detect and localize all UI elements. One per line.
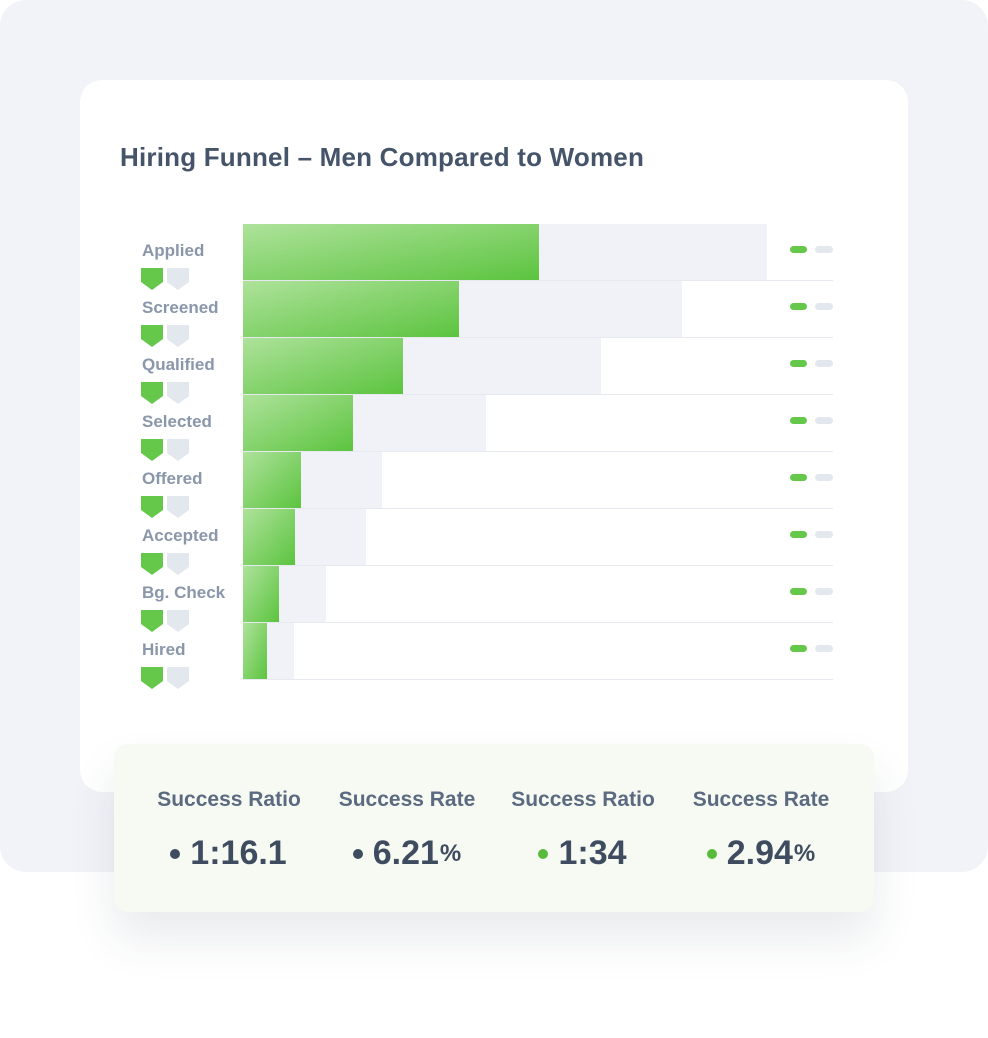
shield-icon-grey — [167, 553, 189, 575]
dot-icon — [706, 848, 717, 859]
pill-icon-green — [790, 645, 807, 652]
pill-icon-grey — [815, 303, 833, 310]
shield-icon-green — [141, 667, 163, 689]
stat-label: Success Rate — [338, 788, 476, 811]
stat-value: 2.94 % — [686, 834, 836, 873]
chart-card — [80, 80, 908, 792]
bar-men — [243, 623, 267, 679]
stat-value: 1:16.1 — [154, 834, 304, 873]
stat-women-success-ratio: Success Ratio 1:34 — [508, 788, 658, 873]
pill-icon-green — [790, 246, 807, 253]
category-label: Bg. Check — [142, 583, 226, 602]
shield-icon-green — [141, 382, 163, 404]
stat-number: 1:16.1 — [190, 834, 287, 872]
bar-men — [243, 509, 295, 565]
pill-icon-green — [790, 303, 807, 310]
category-label: Selected — [142, 412, 212, 431]
shield-icon-green — [141, 325, 163, 347]
shield-icon-green — [141, 268, 163, 290]
category-label: Accepted — [142, 526, 219, 545]
shield-icon-green — [141, 553, 163, 575]
stat-number: 2.94 — [726, 834, 793, 872]
shield-icon-green — [141, 610, 163, 632]
category-label: Qualified — [142, 355, 215, 374]
stats-panel: Success Ratio 1:16.1 Success Rate 6.21 %… — [114, 744, 874, 912]
stat-number: 1:34 — [558, 834, 627, 872]
category-label: Applied — [142, 241, 204, 260]
pill-icon-grey — [815, 246, 833, 253]
shield-icon-green — [141, 439, 163, 461]
stat-women-success-rate: Success Rate 2.94 % — [686, 788, 836, 873]
shield-icon-green — [141, 496, 163, 518]
stat-unit: % — [439, 839, 462, 867]
bar-men — [243, 452, 301, 508]
shield-icon-grey — [167, 268, 189, 290]
shield-icon-grey — [167, 325, 189, 347]
pill-icon-grey — [815, 474, 833, 481]
pill-icon-green — [790, 360, 807, 367]
pill-icon-green — [790, 417, 807, 424]
bar-men — [243, 395, 353, 451]
stat-label: Success Ratio — [157, 788, 301, 811]
stat-unit: % — [793, 839, 816, 867]
pill-icon-grey — [815, 360, 833, 367]
pill-icon-green — [790, 531, 807, 538]
shield-icon-grey — [167, 496, 189, 518]
stat-number: 6.21 — [372, 834, 439, 872]
pill-icon-grey — [815, 645, 833, 652]
bar-men — [243, 281, 459, 337]
stat-label: Success Rate — [692, 788, 830, 811]
stat-value: 1:34 — [508, 834, 658, 873]
stat-men-success-ratio: Success Ratio 1:16.1 — [154, 788, 304, 873]
category-label: Screened — [142, 298, 219, 317]
pill-icon-grey — [815, 588, 833, 595]
bar-men — [243, 224, 539, 280]
dot-icon — [538, 848, 549, 859]
stat-label: Success Ratio — [511, 788, 655, 811]
pill-icon-grey — [815, 417, 833, 424]
stat-value: 6.21 % — [332, 834, 482, 873]
category-label: Offered — [142, 469, 202, 488]
chart-title: Hiring Funnel – Men Compared to Women — [120, 142, 645, 172]
bar-men — [243, 338, 403, 394]
stat-men-success-rate: Success Rate 6.21 % — [332, 788, 482, 873]
category-label: Hired — [142, 640, 185, 659]
shield-icon-grey — [167, 439, 189, 461]
shield-icon-grey — [167, 382, 189, 404]
pill-icon-green — [790, 588, 807, 595]
bar-men — [243, 566, 279, 622]
dot-icon — [352, 848, 363, 859]
shield-icon-grey — [167, 610, 189, 632]
pill-icon-grey — [815, 531, 833, 538]
pill-icon-green — [790, 474, 807, 481]
dot-icon — [170, 848, 181, 859]
shield-icon-grey — [167, 667, 189, 689]
